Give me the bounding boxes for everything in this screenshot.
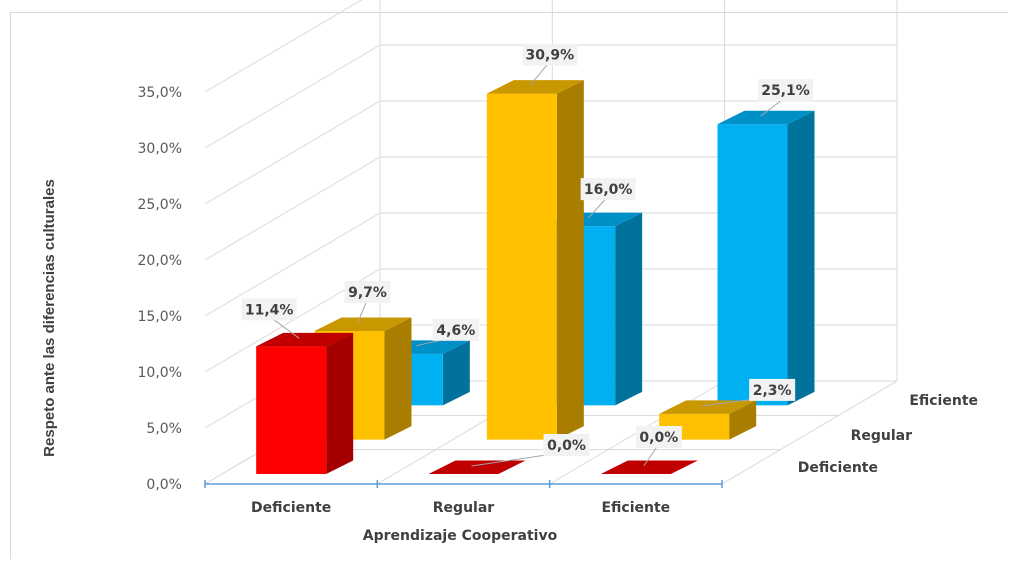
data-label-eficiente-regular: 16,0%	[584, 182, 633, 198]
data-label-bg	[749, 378, 796, 401]
bar-deficiente-eficiente	[600, 460, 698, 474]
y-tick-label: 15,0%	[138, 309, 182, 325]
bar-side	[326, 332, 354, 474]
x-tick-label-regular: Regular	[433, 500, 495, 516]
data-label-deficiente-eficiente: 0,0%	[639, 430, 678, 446]
data-label-deficiente-regular: 0,0%	[547, 438, 586, 454]
bar-side	[615, 212, 643, 406]
data-label-deficiente-deficiente: 11,4%	[245, 302, 294, 318]
y-tick-label: 30,0%	[138, 141, 182, 157]
x-tick-label-deficiente: Deficiente	[251, 500, 331, 516]
data-label-eficiente-eficiente: 25,1%	[761, 83, 810, 99]
bar-front	[717, 124, 788, 406]
bar-eficiente-eficiente	[717, 110, 815, 406]
data-label-bg	[758, 79, 813, 102]
data-label-bg	[580, 178, 636, 201]
data-label-bg	[635, 426, 682, 448]
data-label-bg	[522, 43, 578, 66]
bar-deficiente-regular	[428, 460, 526, 474]
y-tick-label: 10,0%	[138, 365, 182, 381]
bar-front	[256, 346, 327, 474]
x-axis-title: Aprendizaje Cooperativo	[363, 528, 558, 544]
series-label-deficiente: Deficiente	[798, 460, 878, 476]
data-label-bg	[432, 318, 479, 341]
y-tick-label: 20,0%	[138, 253, 182, 269]
data-label-regular-eficiente: 2,3%	[753, 383, 792, 399]
gridline-side	[204, 0, 363, 93]
data-label-regular-regular: 30,9%	[526, 48, 575, 64]
data-label-eficiente-deficiente: 4,6%	[436, 323, 475, 339]
data-label-regular-deficiente: 9,7%	[348, 285, 387, 301]
bar-top	[428, 460, 526, 474]
bar-side	[442, 340, 470, 406]
bar-top	[314, 317, 412, 332]
bar-regular-regular	[486, 80, 584, 440]
gridline-side	[204, 100, 381, 205]
bar-top	[717, 110, 815, 125]
bar-side	[729, 400, 757, 440]
bar-front	[486, 93, 557, 440]
gridline-side	[204, 156, 381, 261]
gridline-side	[204, 212, 381, 317]
y-tick-label: 25,0%	[138, 197, 182, 213]
x-tick-label-eficiente: Eficiente	[601, 500, 670, 516]
y-tick-label: 5,0%	[146, 421, 182, 437]
series-label-eficiente: Eficiente	[909, 393, 978, 409]
data-label-bg	[241, 298, 297, 321]
bar-top	[600, 460, 698, 474]
floor-divider	[721, 380, 898, 485]
bars-layer	[256, 80, 815, 474]
y-tick-label: 0,0%	[146, 477, 182, 493]
y-axis-title: Respeto ante las diferencias culturales	[41, 179, 58, 457]
data-label-bg	[344, 281, 391, 304]
bar-side	[384, 317, 412, 440]
bar-top	[486, 80, 584, 94]
y-tick-label: 35,0%	[138, 85, 182, 101]
series-label-regular: Regular	[851, 428, 913, 444]
bar-top	[256, 332, 354, 347]
labels-layer: 0,0% 5,0% 10,0% 15,0% 20,0% 25,0% 30,0% 35,0% De…	[138, 43, 978, 516]
bar-side	[787, 110, 815, 406]
bar-side	[556, 80, 584, 440]
bar-top	[659, 400, 757, 414]
data-label-bg	[543, 434, 590, 456]
bar-deficiente-deficiente	[256, 332, 354, 474]
chart-frame	[10, 12, 1008, 559]
gridline-side	[204, 44, 381, 149]
